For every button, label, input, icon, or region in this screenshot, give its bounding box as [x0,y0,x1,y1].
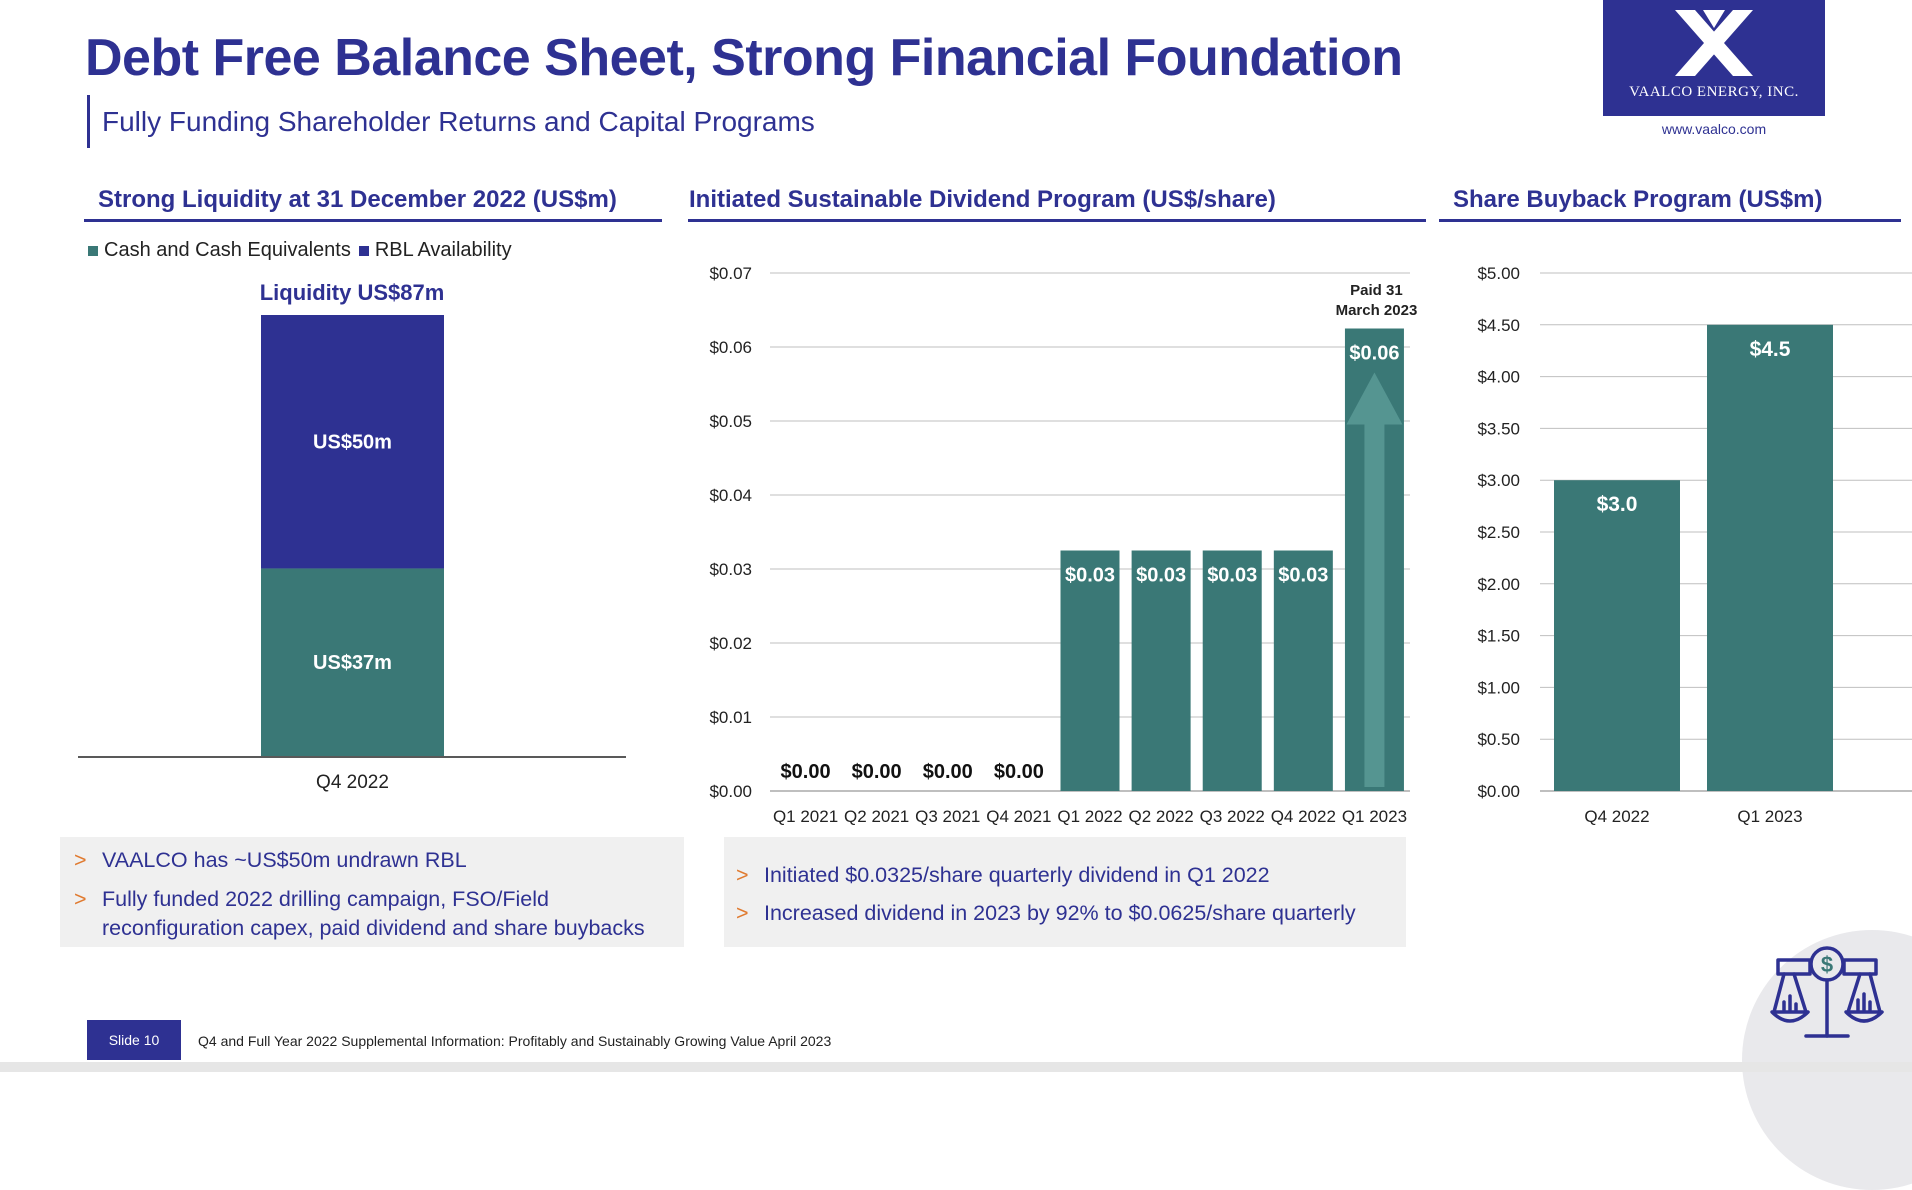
y-tick-label: $0.03 [709,560,752,579]
bullet-text: reconfiguration capex, paid dividend and… [102,916,645,940]
chevron-right-icon: > [74,887,87,911]
dividend-heading-rule [688,219,1426,222]
y-tick-label: $2.00 [1477,575,1520,594]
liquidity-bullets-box: > VAALCO has ~US$50m undrawn RBL > Fully… [60,837,684,947]
y-tick-label: $0.04 [709,486,752,505]
buyback-heading: Share Buyback Program (US$m) [1453,186,1823,213]
y-tick-label: $4.00 [1477,368,1520,387]
y-tick-label: $0.05 [709,412,752,431]
x-tick-label: Q4 2022 [1584,807,1649,826]
bar-value-label: $0.03 [1136,565,1186,587]
footer-band [0,1062,1912,1072]
annotation-text: March 2023 [1336,302,1418,319]
dividend-bar [1202,550,1262,791]
bar-value-label: $0.03 [1278,565,1328,587]
x-tick-label: Q2 2021 [844,807,909,826]
balance-scale-dollar-icon: $ [1770,946,1884,1038]
x-tick-label: Q1 2023 [1737,807,1802,826]
liquidity-chart: Liquidity US$87m US$37m US$50m Q4 2022 [78,280,626,793]
bar-value-label: $0.00 [994,761,1044,783]
bar-value-label: $0.06 [1349,343,1399,365]
y-tick-label: $0.06 [709,338,752,357]
y-tick-label: $0.50 [1477,730,1520,749]
x-tick-label: Q1 2022 [1057,807,1122,826]
dividend-heading: Initiated Sustainable Dividend Program (… [689,186,1276,213]
x-tick-label: Q4 2022 [316,772,389,793]
x-tick-label: Q3 2022 [1200,807,1265,826]
page-title: Debt Free Balance Sheet, Strong Financia… [85,29,1403,87]
x-tick-label: Q3 2021 [915,807,980,826]
bar-value-label: $0.00 [923,761,973,783]
x-tick-label: Q1 2021 [773,807,838,826]
y-tick-label: $0.02 [709,634,752,653]
liquidity-legend: Cash and Cash Equivalents RBL Availabili… [88,239,512,262]
bullet-text: VAALCO has ~US$50m undrawn RBL [102,848,467,872]
buyback-bar [1554,480,1680,791]
y-tick-label: $2.50 [1477,523,1520,542]
logo-x-icon [1675,10,1753,76]
legend-swatch-rbl [358,245,369,256]
chevron-right-icon: > [74,848,87,872]
legend-label-cash: Cash and Cash Equivalents [104,239,351,261]
buyback-heading-rule [1439,219,1901,222]
chevron-right-icon: > [736,901,749,925]
bar-value-label: $0.00 [852,761,902,783]
dividend-bar [1131,550,1191,791]
x-tick-label: Q4 2022 [1271,807,1336,826]
stacked-bar-cash [261,568,444,756]
stacked-bar-rbl [261,315,444,569]
bar-value-label: $0.03 [1065,565,1115,587]
dividend-bullets-box: > Initiated $0.0325/share quarterly divi… [724,837,1406,947]
y-tick-label: $4.50 [1477,316,1520,335]
chevron-right-icon: > [736,863,749,887]
y-tick-label: $5.00 [1477,264,1520,283]
slide-number: Slide 10 [87,1020,181,1060]
y-tick-label: $3.00 [1477,471,1520,490]
bullet-text: Increased dividend in 2023 by 92% to $0.… [764,901,1356,925]
bar-value-label: US$50m [313,432,392,454]
annotation-text: Paid 31 [1350,282,1403,299]
x-tick-label: Q1 2023 [1342,807,1407,826]
dividend-chart: $0.00 $0.01 $0.02 $0.03 $0.04 $0.05 $0.06 $0.07… [709,264,1418,826]
website-link[interactable]: www.vaalco.com [1661,121,1767,137]
up-arrow-icon [1346,372,1403,787]
bullet-text: Fully funded 2022 drilling campaign, FSO… [102,887,549,911]
y-tick-label: $0.01 [709,708,752,727]
legend-label-rbl: RBL Availability [374,239,512,261]
dividend-bar [1273,550,1333,791]
x-tick-label: Q4 2021 [986,807,1051,826]
page-subtitle: Fully Funding Shareholder Returns and Ca… [102,106,815,137]
bar-value-label: $0.00 [781,761,831,783]
x-tick-label: Q2 2022 [1128,807,1193,826]
logo-wordmark: VAALCO ENERGY, INC. [1629,84,1799,100]
bar-value-label: US$37m [313,652,392,674]
svg-text:$: $ [1821,952,1833,977]
bar-value-label: $3.0 [1597,493,1638,516]
y-tick-label: $0.00 [1477,782,1520,801]
y-tick-label: $1.00 [1477,678,1520,697]
y-tick-label: $1.50 [1477,627,1520,646]
bullet-text: Initiated $0.0325/share quarterly divide… [764,863,1270,887]
buyback-chart: $0.00 $0.50 $1.00 $1.50 $2.00 $2.50 $3.00 $3.50… [1477,264,1912,826]
liquidity-heading-rule [84,219,662,222]
bar-value-label: $0.03 [1207,565,1257,587]
liquidity-heading: Strong Liquidity at 31 December 2022 (US… [98,186,617,213]
bar-value-label: $4.5 [1750,338,1791,361]
company-logo: VAALCO ENERGY, INC. [1603,0,1825,116]
footer-caption: Q4 and Full Year 2022 Supplemental Infor… [198,1033,832,1049]
buyback-bar [1707,324,1833,791]
y-tick-label: $0.07 [709,264,752,283]
y-tick-label: $0.00 [709,782,752,801]
dividend-bar [1060,550,1120,791]
liquidity-total-label: Liquidity US$87m [260,280,445,305]
legend-swatch-cash [88,245,98,256]
subtitle-accent-bar [87,95,90,148]
y-tick-label: $3.50 [1477,419,1520,438]
